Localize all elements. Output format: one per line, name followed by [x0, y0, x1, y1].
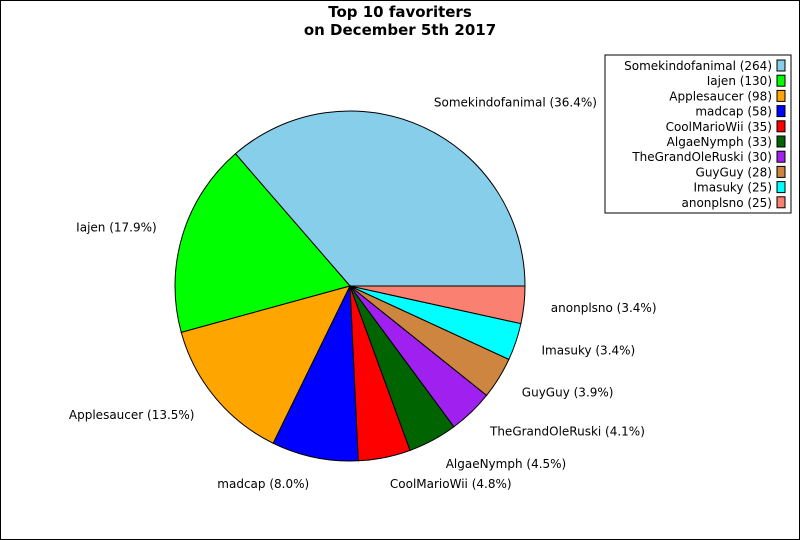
legend-label-applesaucer: Applesaucer (98) [669, 89, 772, 103]
legend-swatch-madcap [776, 105, 786, 118]
legend-swatch-iajen [776, 74, 786, 87]
slice-label-thegrandoleruski: TheGrandOleRuski (4.1%) [489, 425, 645, 439]
slice-label-madcap: madcap (8.0%) [217, 477, 309, 491]
legend-label-somekindofanimal: Somekindofanimal (264) [624, 59, 772, 73]
legend-label-guyguy: GuyGuy (28) [696, 165, 772, 179]
legend-swatch-algaenymph [776, 135, 786, 148]
legend-label-anonplsno: anonplsno (25) [681, 196, 772, 210]
slice-label-coolmariowii: CoolMarioWii (4.8%) [390, 477, 512, 491]
pie-slice-labels: Somekindofanimal (36.4%) Iajen (17.9%) App… [69, 95, 657, 491]
legend-swatch-coolmariowii [776, 120, 786, 133]
pie-slice-anonplsno [349, 285, 526, 325]
slice-label-imasuky: Imasuky (3.4%) [542, 343, 636, 357]
pie-slice-somekindofanimal [234, 110, 526, 287]
legend-label-thegrandoleruski: TheGrandOleRuski (30) [631, 150, 772, 164]
slice-label-guyguy: GuyGuy (3.9%) [522, 385, 614, 399]
legend-swatch-somekindofanimal [776, 59, 786, 72]
legend-swatch-guyguy [776, 165, 786, 178]
legend-label-madcap: madcap (58) [695, 105, 772, 119]
slice-label-anonplsno: anonplsno (3.4%) [551, 301, 657, 315]
legend-swatch-imasuky [776, 181, 786, 194]
pie-slice-applesaucer [180, 285, 351, 444]
pie-slices [174, 110, 526, 462]
legend-label-imasuky: Imasuky (25) [693, 181, 772, 195]
slice-label-somekindofanimal: Somekindofanimal (36.4%) [434, 95, 597, 109]
legend-swatch-anonplsno [776, 196, 786, 209]
legend-box [604, 54, 792, 214]
chart-title-line-2: on December 5th 2017 [304, 21, 496, 39]
chart-title-line-1: Top 10 favoriters [328, 3, 472, 21]
pie-slice-iajen [174, 153, 351, 334]
slice-label-algaenymph: AlgaeNymph (4.5%) [446, 457, 567, 471]
legend-label-iajen: Iajen (130) [707, 74, 772, 88]
legend: Somekindofanimal (264)Iajen (130)Applesa… [604, 54, 792, 214]
slice-label-iajen: Iajen (17.9%) [76, 220, 157, 234]
slice-label-applesaucer: Applesaucer (13.5%) [69, 408, 195, 422]
legend-label-coolmariowii: CoolMarioWii (35) [666, 120, 772, 134]
legend-swatch-thegrandoleruski [776, 150, 786, 163]
legend-swatch-applesaucer [776, 89, 786, 102]
legend-label-algaenymph: AlgaeNymph (33) [667, 135, 772, 149]
